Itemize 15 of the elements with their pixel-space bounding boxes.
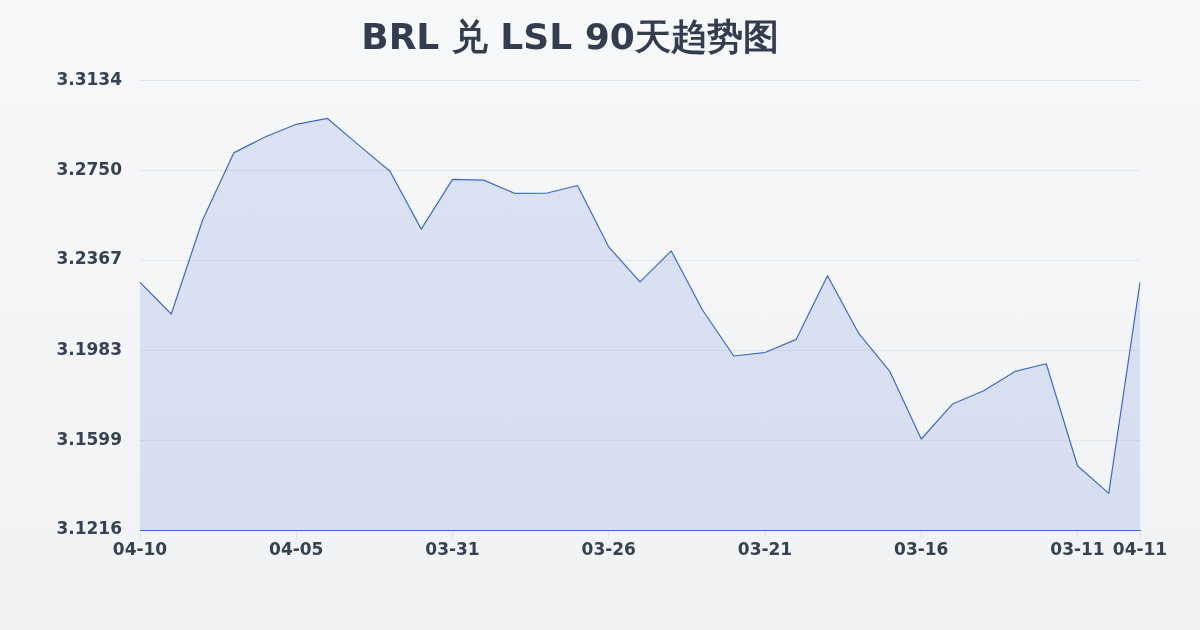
- x-tick-label: 03-31: [425, 538, 480, 559]
- y-tick-label: 3.2367: [56, 248, 122, 269]
- x-tick-label: 03-26: [581, 538, 636, 559]
- y-tick-label: 3.3134: [56, 68, 123, 89]
- x-tick-label: 03-21: [737, 538, 793, 559]
- chart-title: BRL 兑 LSL 90天趋势图: [361, 15, 779, 57]
- x-tick-label: 04-11: [1112, 538, 1168, 559]
- x-tick-label: 03-16: [894, 538, 949, 559]
- x-tick-label: 04-05: [269, 538, 324, 559]
- x-tick-label: 04-10: [112, 538, 168, 559]
- y-tick-label: 3.1983: [56, 338, 122, 359]
- y-tick-label: 3.1599: [56, 428, 122, 449]
- x-tick-label: 03-11: [1050, 538, 1105, 559]
- y-tick-label: 3.2750: [56, 158, 123, 179]
- y-tick-label: 3.1216: [56, 518, 122, 539]
